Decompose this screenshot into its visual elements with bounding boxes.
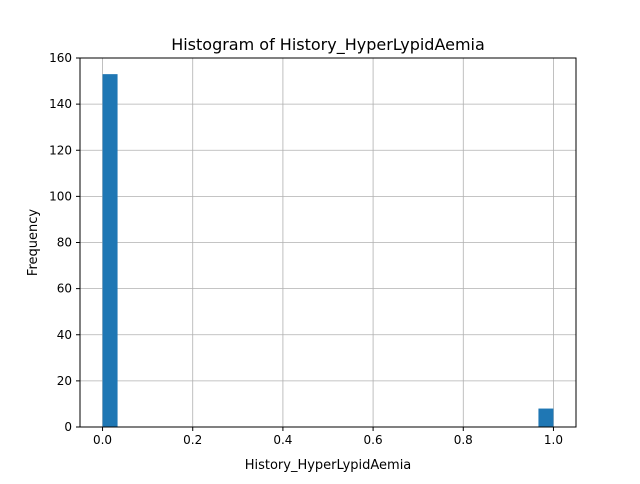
y-axis-label: Frequency	[26, 209, 41, 276]
x-tick-label: 0.2	[183, 433, 202, 447]
grid	[80, 57, 576, 428]
y-tick-label: 0	[64, 420, 72, 434]
y-tick-label: 140	[49, 97, 72, 111]
x-axis-label: History_HyperLypidAemia	[245, 458, 412, 473]
x-tick-label: 0.0	[93, 433, 112, 447]
histogram-bar	[538, 408, 554, 427]
bars	[102, 74, 554, 428]
y-tick-label: 40	[57, 328, 72, 342]
x-tick-label: 0.4	[273, 433, 292, 447]
y-tick-label: 60	[57, 282, 72, 296]
x-axis-ticks: 0.0 0.2 0.4 0.6 0.8 1.0	[93, 427, 563, 447]
y-tick-label: 160	[49, 51, 72, 65]
y-tick-label: 20	[57, 374, 72, 388]
chart-title: Histogram of History_HyperLypidAemia	[171, 35, 485, 55]
y-tick-label: 80	[57, 236, 72, 250]
histogram-bar	[102, 74, 118, 428]
y-tick-label: 120	[49, 143, 72, 157]
y-tick-label: 100	[49, 189, 72, 203]
x-tick-label: 1.0	[544, 433, 563, 447]
x-tick-label: 0.6	[364, 433, 383, 447]
y-axis-ticks: 0 20 40 60 80 100 120 140 160	[49, 51, 80, 434]
x-tick-label: 0.8	[454, 433, 473, 447]
